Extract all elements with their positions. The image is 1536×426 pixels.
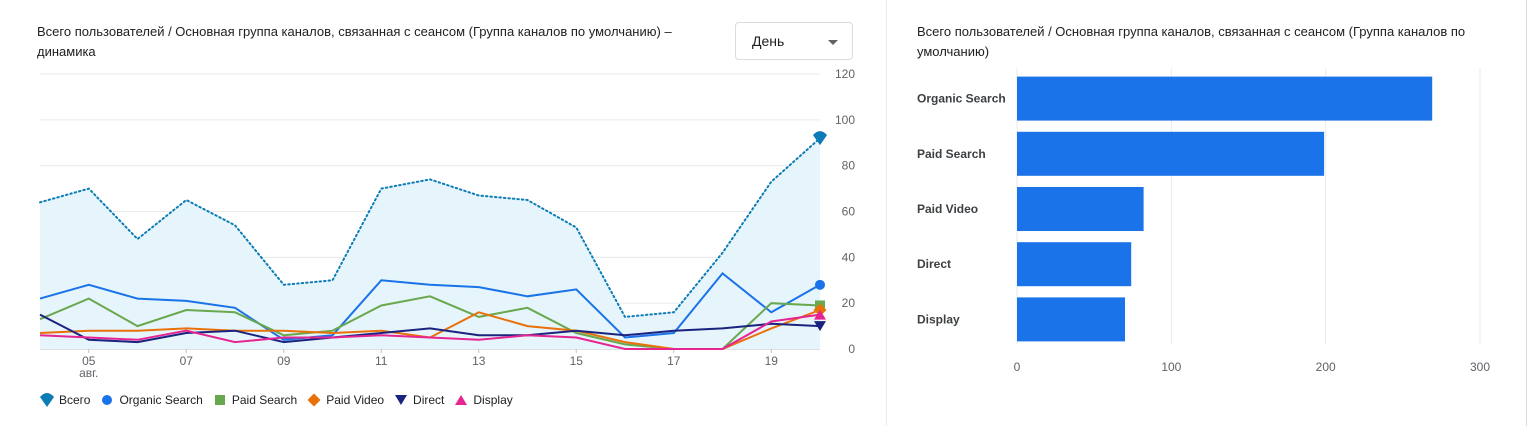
y-tick-label: 80 <box>842 159 856 173</box>
x-tick-label: 0 <box>1014 360 1021 374</box>
y-tick-label: 120 <box>835 67 855 81</box>
panel-divider <box>886 0 887 426</box>
total-area-fill <box>40 138 820 349</box>
bar-display <box>1017 297 1125 342</box>
bar-direct <box>1017 242 1132 287</box>
legend-item[interactable]: Всего <box>40 393 90 407</box>
legend-item[interactable]: Paid Search <box>213 393 297 407</box>
x-tick-label: 13 <box>472 354 486 368</box>
legend-label: Organic Search <box>119 393 203 407</box>
x-tick-label: 05 <box>82 354 96 368</box>
x-month-label: авг. <box>79 366 98 380</box>
x-tick-label: 11 <box>375 354 388 368</box>
line-chart-title: Всего пользователей / Основная группа ка… <box>37 24 672 59</box>
y-tick-label: 0 <box>848 342 855 356</box>
y-tick-label: 100 <box>835 113 855 127</box>
bar-paid-search <box>1017 131 1325 176</box>
legend-marker-icon <box>455 395 468 405</box>
category-label: Organic Search <box>917 92 1006 106</box>
legend-item[interactable]: Organic Search <box>100 393 203 407</box>
legend-marker <box>102 395 113 405</box>
series-end-marker <box>813 131 827 146</box>
legend-marker <box>214 395 225 405</box>
x-tick-label: 07 <box>180 354 194 368</box>
x-tick-label: 100 <box>1161 360 1181 374</box>
legend-marker-icon <box>40 393 54 407</box>
legend-marker-icon <box>395 395 408 405</box>
legend-label: Paid Search <box>231 393 298 407</box>
legend-marker <box>455 395 468 405</box>
legend-item[interactable]: Display <box>454 393 513 407</box>
legend-marker-icon <box>214 395 225 405</box>
chevron-down-icon <box>828 40 838 45</box>
x-tick-label: 200 <box>1316 360 1336 374</box>
legend-marker-icon <box>307 393 321 407</box>
granularity-value: День <box>752 33 785 49</box>
line-chart-legend: Всего Organic Search Paid Search Paid Video… <box>40 391 523 409</box>
x-tick-label: 300 <box>1470 360 1490 374</box>
legend-label: Всего <box>59 393 91 407</box>
bar-chart: 0 100 200 300 Organic Search Paid Search Paid … <box>917 68 1490 374</box>
y-tick-label: 60 <box>842 205 856 219</box>
legend-marker <box>395 395 408 405</box>
category-label: Paid Video <box>917 202 978 216</box>
legend-marker <box>307 393 321 407</box>
legend-label: Paid Video <box>326 393 385 407</box>
series-end-marker <box>814 321 826 332</box>
legend-marker <box>40 393 54 407</box>
series-end-marker <box>814 309 826 320</box>
bar-paid-video <box>1017 187 1144 231</box>
legend-label: Direct <box>413 393 445 407</box>
category-label: Direct <box>917 257 951 271</box>
legend-marker-icon <box>102 395 113 405</box>
series-line-total <box>39 137 821 318</box>
y-tick-label: 40 <box>842 250 856 264</box>
y-tick-label: 20 <box>842 296 856 310</box>
legend-item[interactable]: Direct <box>394 393 444 407</box>
category-label: Display <box>917 312 960 326</box>
bar-organic-search <box>1017 76 1433 121</box>
x-tick-label: 17 <box>667 354 681 368</box>
series-line-organic-search <box>39 272 821 341</box>
x-tick-label: 19 <box>765 354 779 368</box>
legend-item[interactable]: Paid Video <box>307 393 384 407</box>
x-tick-label: 09 <box>277 354 291 368</box>
line-chart: 0 20 40 60 80 100 120 05 07 09 11 13 15 17 19 авг. <box>39 67 856 380</box>
series-end-marker <box>815 279 825 290</box>
granularity-dropdown[interactable]: День <box>735 22 853 60</box>
x-tick-label: 15 <box>570 354 584 368</box>
category-label: Paid Search <box>917 147 986 161</box>
bar-chart-title: Всего пользователей / Основная группа ка… <box>917 24 1466 59</box>
legend-label: Display <box>473 393 513 407</box>
series-line-direct <box>39 313 821 344</box>
series-line-display <box>39 313 821 350</box>
